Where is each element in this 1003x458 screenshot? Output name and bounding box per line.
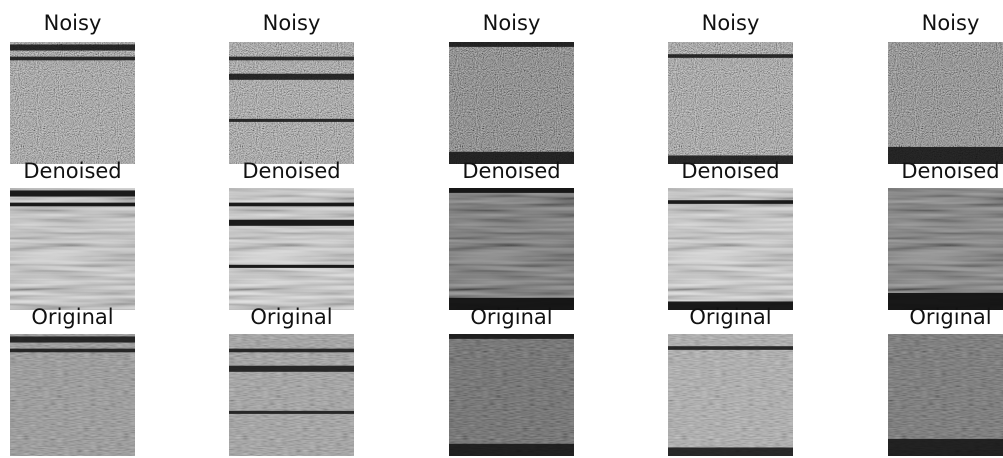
denoised-image xyxy=(229,188,354,310)
image-stripe xyxy=(229,57,354,61)
image-texture xyxy=(888,188,1003,310)
image-stripe xyxy=(229,220,354,226)
image-texture xyxy=(668,42,793,164)
image-title: Denoised xyxy=(242,159,340,183)
image-title: Original xyxy=(31,305,113,329)
image-texture xyxy=(888,42,1003,164)
image-title: Noisy xyxy=(702,11,760,35)
denoised-image xyxy=(668,188,793,310)
original-image xyxy=(668,334,793,456)
image-title: Denoised xyxy=(681,159,779,183)
noisy-image xyxy=(449,42,574,164)
image-stripe xyxy=(449,444,574,456)
image-title: Original xyxy=(909,305,991,329)
image-title: Denoised xyxy=(23,159,121,183)
image-stripe xyxy=(10,190,135,196)
image-stripe xyxy=(229,74,354,80)
image-texture xyxy=(10,188,135,310)
image-stripe xyxy=(449,188,574,193)
image-texture xyxy=(888,334,1003,456)
image-stripe xyxy=(229,411,354,414)
image-title: Denoised xyxy=(462,159,560,183)
figure: Noisy Noisy Noisy Noisy Noisy Denoised Denoise… xyxy=(0,0,1003,458)
image-texture xyxy=(449,188,574,310)
noisy-image xyxy=(10,42,135,164)
image-title: Original xyxy=(689,305,771,329)
image-stripe xyxy=(668,346,793,350)
denoised-image xyxy=(888,188,1003,310)
noisy-image xyxy=(229,42,354,164)
image-stripe xyxy=(229,349,354,353)
image-texture xyxy=(229,188,354,310)
image-title: Noisy xyxy=(922,11,980,35)
image-texture xyxy=(449,334,574,456)
noisy-image xyxy=(668,42,793,164)
image-title: Noisy xyxy=(263,11,321,35)
image-stripe xyxy=(668,447,793,456)
original-image xyxy=(229,334,354,456)
noisy-image xyxy=(888,42,1003,164)
image-stripe xyxy=(668,200,793,204)
image-texture xyxy=(668,334,793,456)
image-stripe xyxy=(229,119,354,122)
image-stripe xyxy=(10,336,135,342)
image-stripe xyxy=(10,349,135,353)
original-image xyxy=(449,334,574,456)
image-stripe xyxy=(888,439,1003,456)
image-texture xyxy=(668,188,793,310)
image-stripe xyxy=(229,366,354,372)
image-stripe xyxy=(449,334,574,339)
image-stripe xyxy=(668,54,793,58)
denoised-image xyxy=(10,188,135,310)
image-stripe xyxy=(449,42,574,47)
image-title: Noisy xyxy=(44,11,102,35)
image-stripe xyxy=(10,203,135,207)
image-title: Denoised xyxy=(901,159,999,183)
image-title: Noisy xyxy=(483,11,541,35)
original-image xyxy=(10,334,135,456)
original-image xyxy=(888,334,1003,456)
image-texture xyxy=(449,42,574,164)
image-stripe xyxy=(10,44,135,50)
page: {"rows": [ {"cells": [{"title": "Noisy"}… xyxy=(0,0,1003,458)
image-stripe xyxy=(229,265,354,268)
denoised-image xyxy=(449,188,574,310)
image-title: Original xyxy=(250,305,332,329)
image-stripe xyxy=(229,203,354,207)
image-title: Original xyxy=(470,305,552,329)
image-stripe xyxy=(10,57,135,61)
